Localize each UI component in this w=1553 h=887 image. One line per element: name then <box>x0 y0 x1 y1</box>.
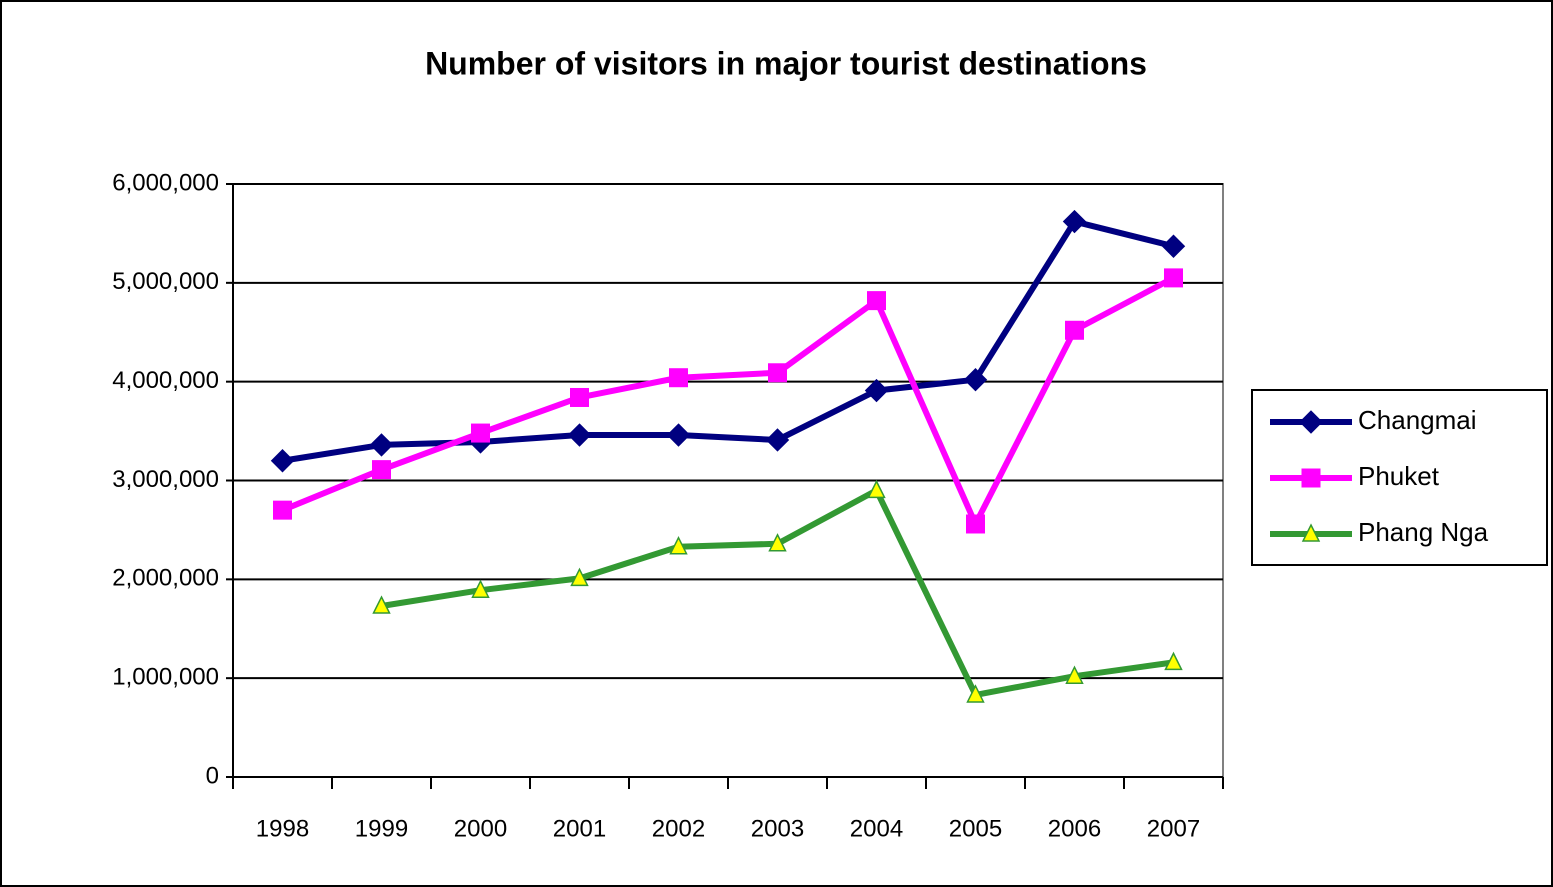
data-point <box>570 387 589 407</box>
x-tick-label: 2002 <box>652 815 705 842</box>
data-point <box>867 291 886 311</box>
x-tick-label: 2001 <box>553 815 606 842</box>
y-tick-label: 6,000,000 <box>112 169 219 196</box>
legend-label: Phang Nga <box>1358 517 1489 547</box>
data-point <box>669 368 688 388</box>
data-point <box>867 479 886 499</box>
data-point <box>966 684 985 703</box>
data-point <box>1164 651 1183 671</box>
x-tick-label: 2003 <box>751 815 804 842</box>
y-tick-label: 3,000,000 <box>112 466 219 493</box>
data-point <box>768 533 787 552</box>
data-point <box>966 514 985 534</box>
legend-label: Phuket <box>1358 461 1440 491</box>
data-point <box>369 433 394 457</box>
data-point <box>1164 268 1183 288</box>
data-point <box>372 595 391 614</box>
x-tick-label: 2006 <box>1048 815 1101 842</box>
chart-title: Number of visitors in major tourist dest… <box>425 45 1147 81</box>
data-point <box>1065 665 1084 684</box>
data-point <box>765 428 790 452</box>
x-tick-label: 2004 <box>850 815 903 842</box>
series-line <box>282 218 1175 464</box>
data-point <box>273 500 292 520</box>
data-point <box>567 423 592 447</box>
x-tick-label: 2000 <box>454 815 507 842</box>
data-point <box>666 423 691 447</box>
x-tick-label: 2007 <box>1147 815 1200 842</box>
data-point <box>963 367 988 392</box>
data-point <box>570 567 589 587</box>
data-point <box>1161 234 1186 258</box>
data-point <box>1065 320 1084 340</box>
x-tick-label: 2005 <box>949 815 1002 842</box>
data-point <box>864 378 889 403</box>
y-tick-label: 2,000,000 <box>112 565 219 592</box>
y-tick-label: 4,000,000 <box>112 367 219 394</box>
legend-marker <box>1299 410 1323 434</box>
data-point <box>270 449 295 473</box>
data-point <box>372 460 391 480</box>
data-point <box>669 536 688 555</box>
legend-label: Changmai <box>1358 405 1477 435</box>
data-point <box>471 579 490 598</box>
data-point <box>471 423 490 443</box>
legend-marker <box>1301 468 1321 488</box>
x-tick-label: 1999 <box>355 815 408 842</box>
data-point <box>1062 209 1087 234</box>
y-tick-label: 1,000,000 <box>112 664 219 691</box>
legend-marker <box>1301 523 1321 542</box>
data-point <box>768 363 787 383</box>
y-tick-label: 0 <box>206 762 219 789</box>
x-tick-label: 1998 <box>256 815 309 842</box>
y-tick-label: 5,000,000 <box>112 268 219 295</box>
series-line <box>281 275 1175 527</box>
